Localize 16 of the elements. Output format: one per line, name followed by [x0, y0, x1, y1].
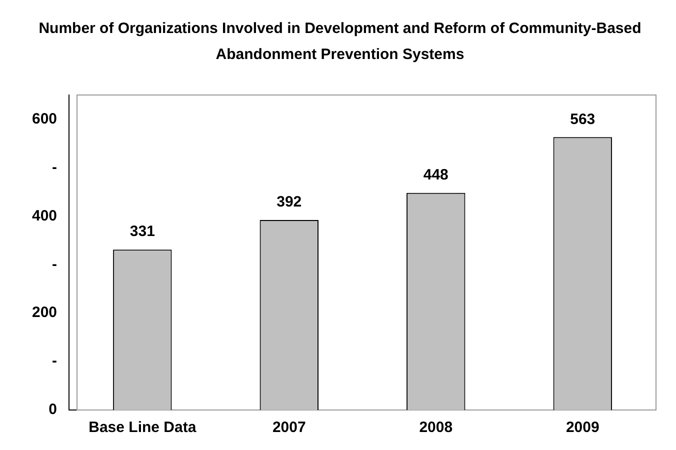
x-tick-label: Base Line Data: [88, 419, 197, 436]
x-tick-label: 2008: [419, 419, 453, 436]
data-label: 563: [570, 110, 596, 128]
data-label: 331: [130, 223, 155, 240]
y-tick-label: -: [52, 158, 58, 176]
y-tick-label: 600: [32, 110, 58, 128]
data-label: 448: [423, 166, 448, 184]
y-tick-label: 0: [48, 401, 58, 418]
x-tick-label: 2009: [566, 419, 600, 436]
chart-title: Number of Organizations Involved in Development and Reform of Community-Based Abandonment Prevention Systems: [38, 19, 642, 65]
y-tick-label: 200: [32, 304, 58, 322]
y-tick-label: 400: [32, 207, 58, 224]
data-label: 392: [276, 194, 302, 211]
x-tick-label: 2007: [272, 419, 306, 436]
y-tick-label: -: [52, 352, 58, 370]
y-tick-label: -: [52, 256, 58, 273]
